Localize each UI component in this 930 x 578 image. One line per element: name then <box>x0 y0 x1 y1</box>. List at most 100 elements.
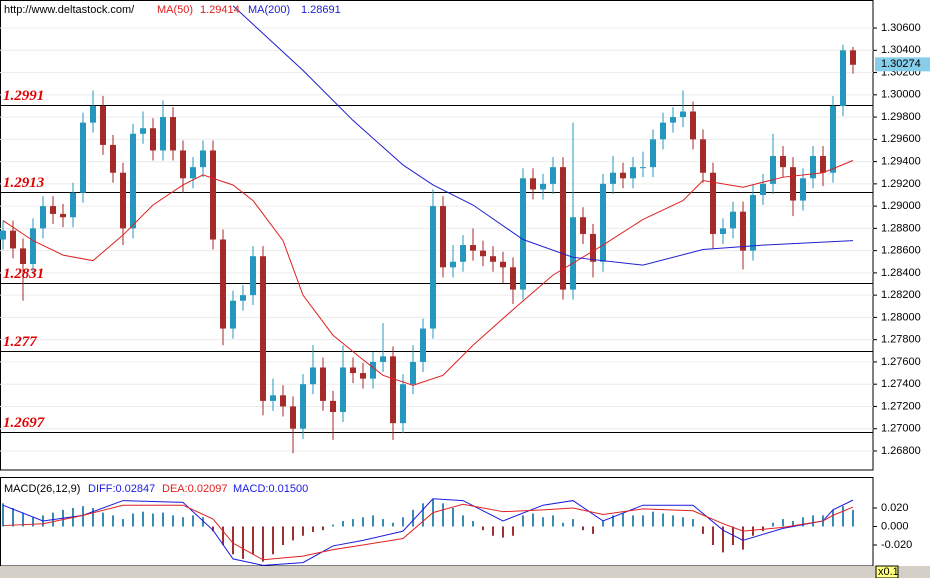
legend-entry: DIFF:0.02847 <box>88 483 155 495</box>
y-tick-label: 1.27200 <box>881 400 921 412</box>
candle-body <box>240 295 246 301</box>
candle-body <box>20 248 26 264</box>
candle-body <box>680 111 686 118</box>
candle-body <box>150 128 156 151</box>
candle-body <box>450 261 456 268</box>
candle-body <box>630 167 636 179</box>
candle-body <box>460 245 466 262</box>
candle-body <box>710 172 716 234</box>
candle-body <box>670 117 676 123</box>
y-tick-label: 1.29400 <box>881 156 921 168</box>
y-tick-label: 1.30400 <box>881 44 921 56</box>
candle-body <box>60 213 66 218</box>
ma-label: MA(200) <box>248 4 290 16</box>
y-tick-label: 1.27000 <box>881 423 921 435</box>
candle-body <box>410 361 416 385</box>
candle-body <box>50 206 56 214</box>
candle-body <box>100 105 106 145</box>
candle-body <box>10 230 16 249</box>
source-url: http://www.deltastock.com/ <box>4 4 135 16</box>
indicator-line <box>2 503 854 561</box>
candle-body <box>210 150 216 240</box>
candle-body <box>180 150 186 179</box>
candle-body <box>620 172 626 179</box>
candle-body <box>530 178 536 190</box>
candle-body <box>270 395 276 401</box>
candle-body <box>820 156 826 173</box>
candle-body <box>600 183 606 262</box>
y-tick-label: 0.020 <box>881 502 909 514</box>
candle-body <box>360 373 366 379</box>
candle-body <box>110 144 116 173</box>
y-tick-label: 1.27400 <box>881 378 921 390</box>
y-tick-label: 1.29000 <box>881 200 921 212</box>
level-label: 1.2697 <box>3 415 45 431</box>
candle-body <box>500 261 506 268</box>
candle-body <box>830 105 836 173</box>
y-tick-label: 1.27800 <box>881 334 921 346</box>
candle-body <box>550 167 556 184</box>
scale-label: x0.1 <box>878 566 899 578</box>
candle-body <box>810 156 816 179</box>
candle-body <box>740 211 746 251</box>
candle-body <box>580 217 586 234</box>
candle-body <box>300 384 306 429</box>
candle-body <box>190 167 196 179</box>
y-tick-label: 1.27600 <box>881 356 921 368</box>
candle-body <box>170 117 176 151</box>
candle-body <box>420 328 426 362</box>
candle-body <box>430 206 436 329</box>
candle-body <box>90 105 96 123</box>
macd-plot <box>2 498 854 566</box>
candle-body <box>650 139 656 168</box>
candle-body <box>30 228 36 264</box>
scale-box <box>875 565 899 578</box>
y-tick-label: 1.30600 <box>881 22 921 34</box>
candle-body <box>790 167 796 201</box>
candle-body <box>350 367 356 374</box>
candle-body <box>370 361 376 379</box>
y-tick-label: 1.28800 <box>881 222 921 234</box>
y-tick-label: 1.28400 <box>881 267 921 279</box>
candle-body <box>640 167 646 169</box>
candle-body <box>400 384 406 424</box>
y-tick-label: 1.30000 <box>881 89 921 101</box>
y-tick-label: 1.28200 <box>881 289 921 301</box>
candle-body <box>290 406 296 429</box>
candle-body <box>590 233 596 262</box>
level-label: 1.277 <box>3 334 37 350</box>
candle-body <box>310 367 316 385</box>
y-tick-label: -0.020 <box>881 539 912 551</box>
price-marker <box>875 57 930 72</box>
candle-body <box>840 50 846 106</box>
candle-body <box>750 194 756 251</box>
candle-body <box>520 178 526 290</box>
indicator-line <box>2 160 854 386</box>
y-tick-label: 1.26800 <box>881 445 921 457</box>
candle-body <box>720 228 726 234</box>
y-tick-label: 1.28000 <box>881 311 921 323</box>
level-label: 1.2991 <box>3 88 44 104</box>
candle-body <box>0 230 6 240</box>
candle-body <box>510 267 516 290</box>
legend-entry: DEA:0.02097 <box>162 483 227 495</box>
candle-body <box>80 122 86 193</box>
y-tick-label: 0.000 <box>881 520 909 532</box>
candle-body <box>660 122 666 140</box>
y-tick-label: 1.29200 <box>881 178 921 190</box>
status-strip <box>0 566 930 578</box>
candle-body <box>610 172 616 184</box>
candle-body <box>250 256 256 296</box>
candle-body <box>540 183 546 190</box>
axes: 1.306001.304001.302001.300001.298001.296… <box>873 22 930 551</box>
candle-body <box>220 239 226 329</box>
y-tick-label: 1.29800 <box>881 111 921 123</box>
legend-entry: MACD:0.01500 <box>233 483 308 495</box>
candle-body <box>700 139 706 173</box>
candle-body <box>140 128 146 134</box>
candle-body <box>380 356 386 362</box>
macd-title: MACD(26,12,9) <box>4 483 80 495</box>
level-label: 1.2913 <box>3 175 45 191</box>
